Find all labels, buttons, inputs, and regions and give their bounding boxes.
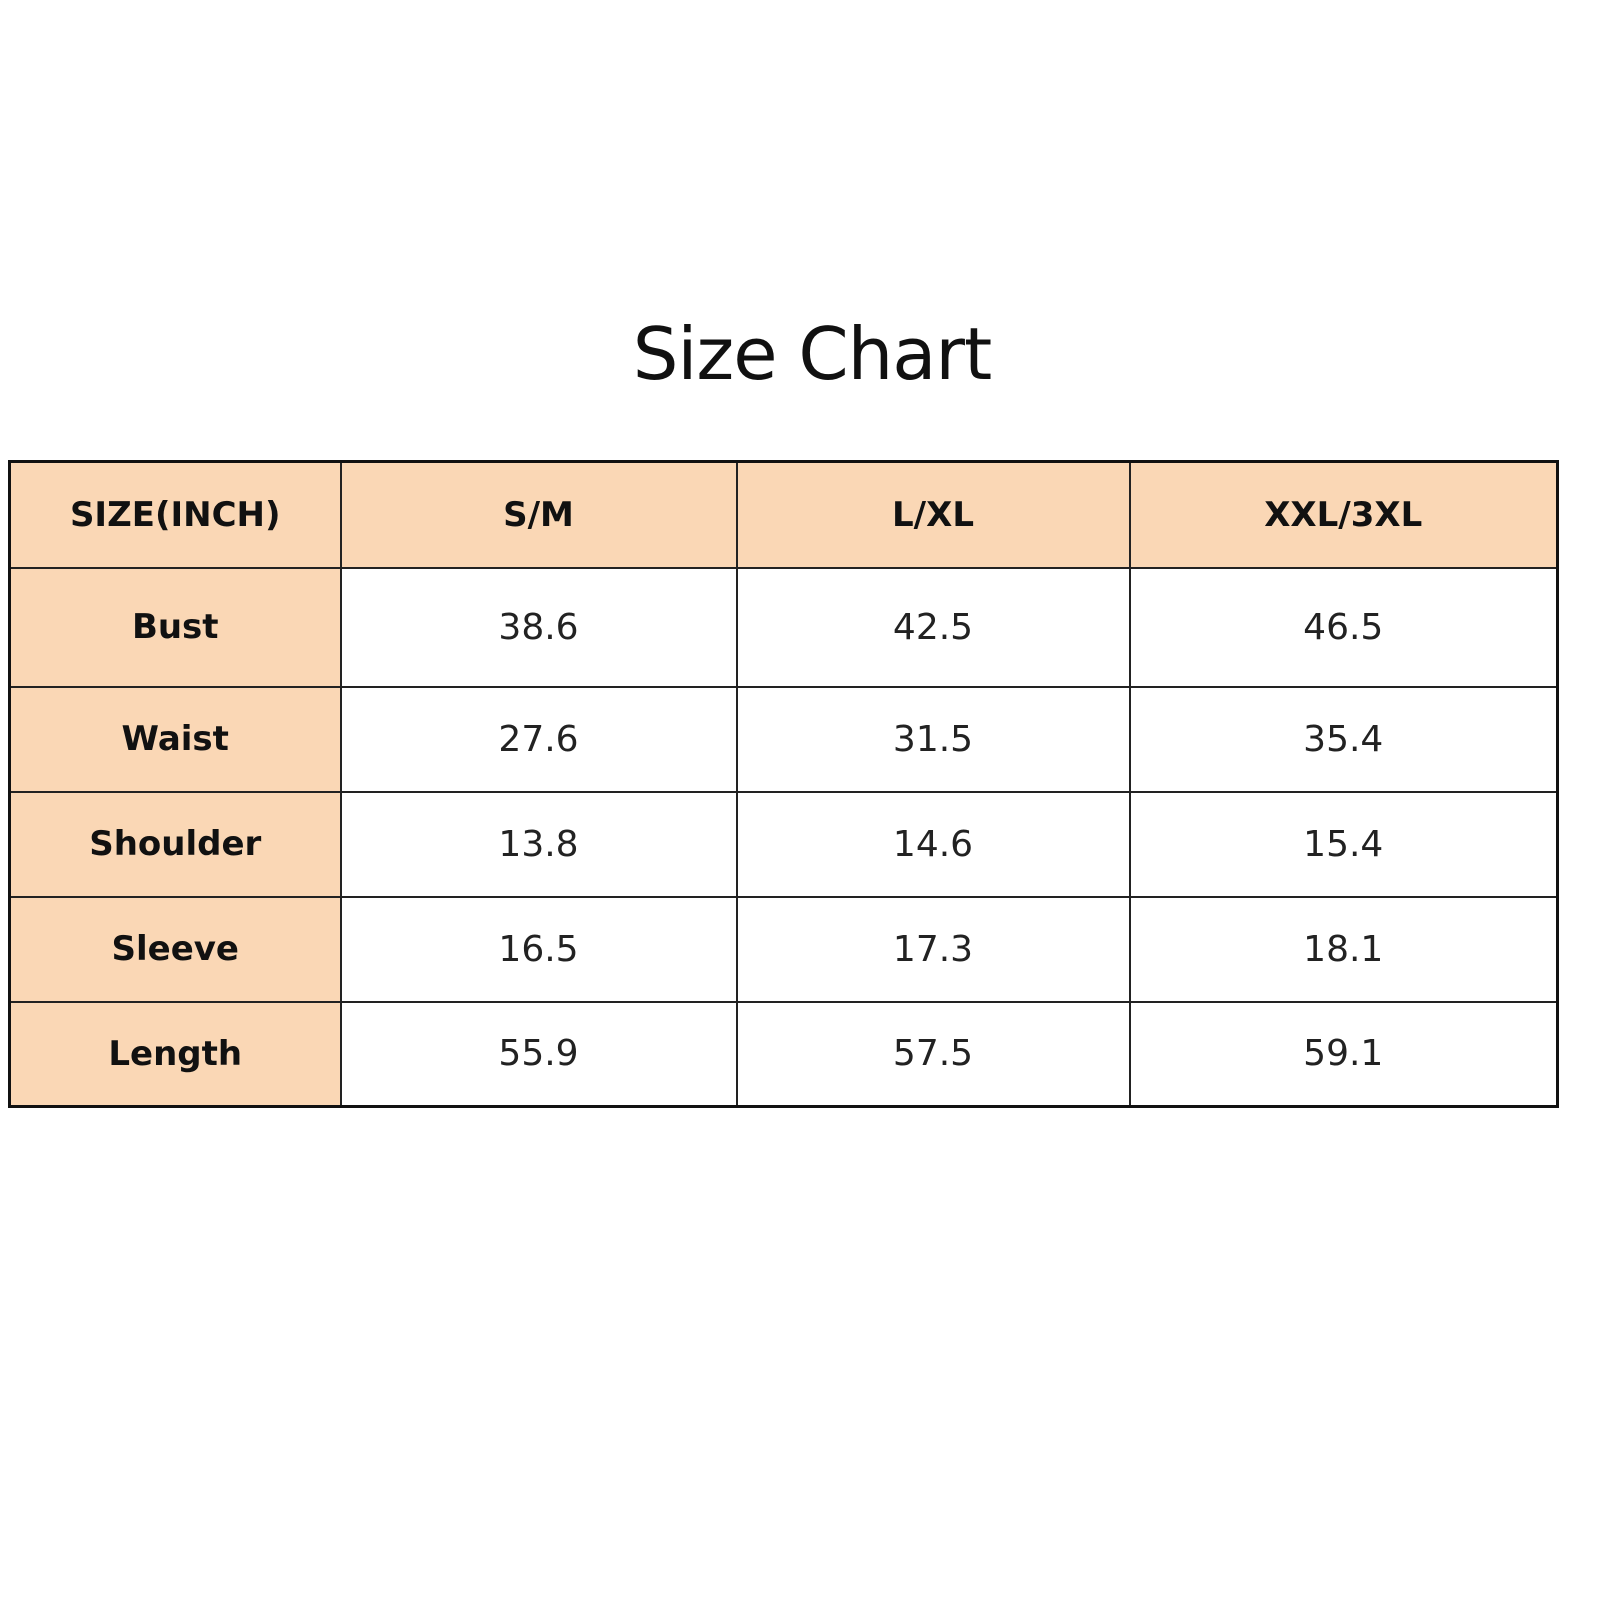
table-cell: 38.6 [339, 566, 738, 688]
table-cell: 18.1 [1128, 895, 1559, 1003]
table-cell: 59.1 [1128, 1000, 1559, 1108]
table-row: Shoulder 13.8 14.6 15.4 [8, 790, 1559, 898]
size-chart-table: SIZE(INCH) S/M L/XL XXL/3XL Bust 38.6 42… [8, 460, 1559, 1108]
table-cell: 15.4 [1128, 790, 1559, 898]
table-cell: 42.5 [735, 566, 1131, 688]
row-label: Bust [8, 566, 342, 688]
table-row: Length 55.9 57.5 59.1 [8, 1000, 1559, 1108]
row-label: Sleeve [8, 895, 342, 1003]
table-cell: 35.4 [1128, 685, 1559, 793]
column-header: SIZE(INCH) [8, 460, 342, 569]
column-header: S/M [339, 460, 738, 569]
table-row: Sleeve 16.5 17.3 18.1 [8, 895, 1559, 1003]
table-cell: 31.5 [735, 685, 1131, 793]
row-label: Shoulder [8, 790, 342, 898]
table-row: Bust 38.6 42.5 46.5 [8, 566, 1559, 688]
table-cell: 27.6 [339, 685, 738, 793]
table-cell: 55.9 [339, 1000, 738, 1108]
table-cell: 16.5 [339, 895, 738, 1003]
row-label: Waist [8, 685, 342, 793]
table-cell: 14.6 [735, 790, 1131, 898]
table-cell: 17.3 [735, 895, 1131, 1003]
table-cell: 46.5 [1128, 566, 1559, 688]
column-header: L/XL [735, 460, 1131, 569]
table-cell: 57.5 [735, 1000, 1131, 1108]
table-cell: 13.8 [339, 790, 738, 898]
table-header-row: SIZE(INCH) S/M L/XL XXL/3XL [8, 460, 1559, 569]
row-label: Length [8, 1000, 342, 1108]
page-title: Size Chart [632, 312, 993, 396]
column-header: XXL/3XL [1128, 460, 1559, 569]
table-row: Waist 27.6 31.5 35.4 [8, 685, 1559, 793]
